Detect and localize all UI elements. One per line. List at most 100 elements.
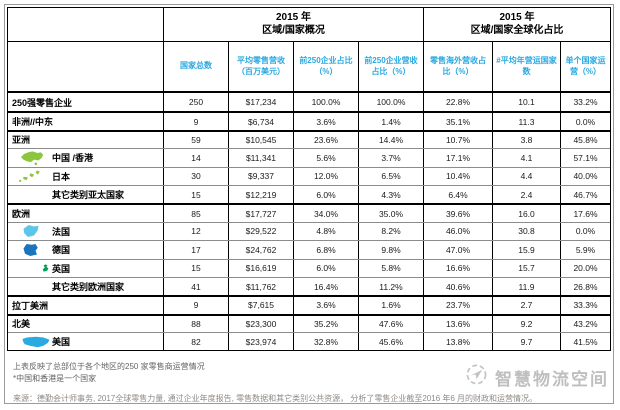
watermark-text: 智慧物流空间: [495, 369, 609, 389]
row-label-cell: 其它类别亚太国家: [8, 186, 163, 203]
row-label-cell: 亚洲: [8, 132, 163, 148]
col-header-avg-countries: #平均年营运国家数: [492, 42, 560, 91]
value-cell: 59: [163, 131, 228, 149]
table-row: 拉丁美洲 9 $7,615 3.6% 1.6% 23.7% 2.7 33.3%: [8, 295, 610, 314]
table-row: 其它类别亚太国家 15 $12,219 6.0% 4.3% 6.4% 2.4 46.7%: [8, 184, 610, 204]
value-cell: $11,341: [228, 149, 293, 167]
value-cell: 6.8%: [293, 241, 358, 259]
value-cell: 11.9: [492, 277, 560, 296]
value-cell: $23,974: [228, 333, 293, 351]
value-cell: 9: [163, 113, 228, 130]
china-map-icon: [16, 149, 49, 166]
group-header-title: 区域/国家全球化占比: [470, 24, 564, 36]
group-header-year: 2015 年: [275, 12, 312, 23]
figure-frame: 2015 年 区域/国家概况 2015 年 区域/国家全球化占比 国家总数 平均…: [4, 4, 614, 404]
value-cell: 35.1%: [423, 113, 492, 130]
value-cell: 2.7: [492, 297, 560, 314]
value-cell: 47.0%: [423, 241, 492, 259]
row-label: 美国: [52, 337, 71, 348]
value-cell: 1.4%: [358, 113, 423, 130]
col-header-single-country: 单个国家运营（%）: [560, 42, 610, 91]
value-cell: $9,337: [228, 167, 293, 185]
value-cell: 15: [163, 259, 228, 277]
value-cell: $12,219: [228, 185, 293, 204]
col-header-avg-retail-revenue: 平均零售营收（百万美元）: [228, 42, 293, 91]
value-cell: $7,615: [228, 297, 293, 314]
table-row: 美国 82 $23,974 32.8% 45.6% 13.8% 9.7 41.5%: [8, 332, 610, 351]
value-cell: 100.0%: [293, 93, 358, 112]
value-cell: 10.7%: [423, 131, 492, 149]
value-cell: 23.6%: [293, 131, 358, 149]
value-cell: 6.5%: [358, 167, 423, 185]
value-cell: $11,762: [228, 277, 293, 296]
value-cell: 4.8%: [293, 222, 358, 241]
row-label-cell: 拉丁美洲: [8, 297, 163, 313]
france-map-icon: [16, 223, 46, 239]
value-cell: 35.2%: [293, 315, 358, 333]
footnote-line-1: 上表反映了总部位于各个地区的250 家零售商运营情况: [13, 362, 205, 371]
value-cell: 26.8%: [560, 277, 610, 296]
value-cell: 1.6%: [358, 297, 423, 314]
table-row: 德国 17 $24,762 6.8% 9.8% 47.0% 15.9 5.9%: [8, 240, 610, 259]
watermark-logo: 智慧物流空间: [465, 363, 609, 391]
group-header-title: 区域/国家概况: [262, 24, 325, 36]
value-cell: $6,734: [228, 113, 293, 130]
value-cell: 23.7%: [423, 297, 492, 314]
row-label-cell: 美国: [8, 333, 163, 350]
row-label: 欧洲: [12, 209, 31, 220]
row-label-cell: 其它类别欧洲国家: [8, 278, 163, 295]
value-cell: 6.4%: [423, 185, 492, 204]
value-cell: 22.8%: [423, 93, 492, 112]
value-cell: 12.0%: [293, 167, 358, 185]
value-cell: 46.7%: [560, 185, 610, 204]
row-label: 250强零售企业: [12, 97, 73, 108]
value-cell: $17,727: [228, 205, 293, 222]
table-row: 其它类别欧洲国家 41 $11,762 16.4% 11.2% 40.6% 11.9 26.8…: [8, 276, 610, 296]
uk-map-icon: [38, 260, 54, 277]
column-header-row: 国家总数 平均零售营收（百万美元） 前250企业占比（%） 前250企业营收占比…: [8, 41, 610, 93]
row-label: 亚洲: [12, 135, 31, 146]
source-line: 来源：德勤会计师事务, 2017全球零售力量, 通过企业年度报告, 零售数据和其…: [13, 393, 538, 403]
table-row: 北美 88 $23,300 35.2% 47.6% 13.6% 9.2 43.2%: [8, 313, 610, 333]
value-cell: 30: [163, 167, 228, 185]
table-row: 欧洲 85 $17,727 34.0% 35.0% 39.6% 16.0 17.6%: [8, 203, 610, 222]
table-row: 250强零售企业 250 $17,234 100.0% 100.0% 22.8% 10.1 3…: [8, 93, 610, 112]
value-cell: 9: [163, 297, 228, 314]
value-cell: 88: [163, 315, 228, 333]
value-cell: $16,619: [228, 259, 293, 277]
value-cell: $23,300: [228, 315, 293, 333]
value-cell: 43.2%: [560, 315, 610, 333]
col-header-overseas-revenue: 零售海外营收占比（%）: [423, 42, 492, 91]
value-cell: 13.8%: [423, 333, 492, 351]
value-cell: 32.8%: [293, 333, 358, 351]
germany-map-icon: [16, 242, 46, 258]
value-cell: 5.8%: [358, 259, 423, 277]
value-cell: 14: [163, 149, 228, 167]
table-row: 非洲//中东 9 $6,734 3.6% 1.4% 35.1% 11.3 0.0%: [8, 111, 610, 130]
col-header-country-count: 国家总数: [163, 42, 228, 91]
value-cell: 16.4%: [293, 277, 358, 296]
value-cell: 33.2%: [560, 93, 610, 112]
value-cell: 13.6%: [423, 315, 492, 333]
value-cell: 0.0%: [560, 113, 610, 130]
value-cell: 4.1: [492, 149, 560, 167]
value-cell: 85: [163, 205, 228, 222]
group-header-row: 2015 年 区域/国家概况 2015 年 区域/国家全球化占比: [8, 8, 610, 41]
col-header-top250-revenue-share: 前250企业营收占比（%）: [358, 42, 423, 91]
row-label: 非洲//中东: [12, 117, 54, 128]
value-cell: 3.6%: [293, 113, 358, 130]
value-cell: 34.0%: [293, 205, 358, 222]
table-row: 中国 /香港 14 $11,341 5.6% 3.7% 17.1% 4.1 57.1%: [8, 148, 610, 167]
value-cell: 40.0%: [560, 167, 610, 185]
footnote-line-2: *中国和香港是一个国家: [13, 374, 97, 384]
row-label: 中国 /香港: [52, 153, 94, 164]
row-label: 其它类别欧洲国家: [52, 282, 125, 293]
table-row: 亚洲 59 $10,545 23.6% 14.4% 10.7% 3.8 45.8%: [8, 129, 610, 149]
value-cell: 8.2%: [358, 222, 423, 241]
value-cell: 41.5%: [560, 333, 610, 351]
value-cell: 17: [163, 241, 228, 259]
value-cell: $24,762: [228, 241, 293, 259]
value-cell: $17,234: [228, 93, 293, 112]
row-label: 其它类别亚太国家: [52, 190, 125, 201]
col-header-top250-share: 前250企业占比（%）: [293, 42, 358, 91]
